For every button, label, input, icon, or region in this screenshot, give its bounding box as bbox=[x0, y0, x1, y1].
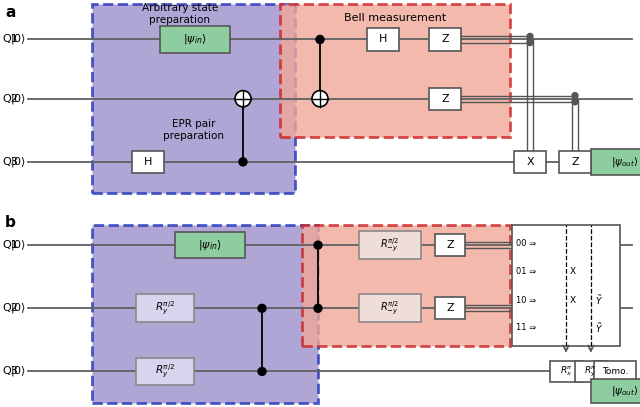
Text: Tomo.: Tomo. bbox=[602, 367, 628, 376]
Text: X: X bbox=[570, 295, 576, 304]
Bar bbox=[512, 225, 620, 346]
Text: Z: Z bbox=[441, 35, 449, 44]
Bar bbox=[136, 358, 194, 385]
Circle shape bbox=[258, 304, 266, 312]
Bar bbox=[575, 361, 607, 382]
Text: Z: Z bbox=[446, 240, 454, 250]
Bar bbox=[175, 232, 245, 258]
Circle shape bbox=[314, 304, 322, 312]
Bar bbox=[359, 231, 421, 259]
Bar bbox=[594, 361, 636, 382]
Text: H: H bbox=[144, 157, 152, 167]
Bar bbox=[92, 4, 295, 193]
Text: $R_{-y}^{\pi/2}$: $R_{-y}^{\pi/2}$ bbox=[380, 236, 399, 254]
Bar bbox=[591, 149, 640, 175]
Circle shape bbox=[235, 91, 251, 107]
Text: Arbitrary state
preparation: Arbitrary state preparation bbox=[142, 3, 218, 25]
Text: $|\psi_{out}\rangle$: $|\psi_{out}\rangle$ bbox=[611, 155, 639, 169]
Circle shape bbox=[572, 99, 578, 105]
Text: EPR pair
preparation: EPR pair preparation bbox=[163, 120, 224, 141]
Text: $R_y^{\pi/2}$: $R_y^{\pi/2}$ bbox=[155, 300, 175, 317]
Text: $\tilde{Y}$: $\tilde{Y}$ bbox=[595, 321, 603, 335]
Text: $R_x^{\pi}$: $R_x^{\pi}$ bbox=[559, 365, 572, 378]
Bar bbox=[514, 151, 546, 173]
Text: 00 ⇒: 00 ⇒ bbox=[516, 239, 536, 248]
Bar bbox=[136, 295, 194, 322]
Text: $|\psi_{in}\rangle$: $|\psi_{in}\rangle$ bbox=[198, 238, 222, 252]
Bar bbox=[591, 379, 640, 403]
Bar bbox=[302, 225, 510, 346]
Circle shape bbox=[316, 35, 324, 44]
Circle shape bbox=[239, 158, 247, 166]
Text: $|\psi_{in}\rangle$: $|\psi_{in}\rangle$ bbox=[183, 33, 207, 46]
Bar bbox=[367, 28, 399, 50]
Bar bbox=[429, 28, 461, 50]
Text: 11 ⇒: 11 ⇒ bbox=[516, 323, 536, 332]
Text: $|0\rangle$: $|0\rangle$ bbox=[10, 301, 26, 315]
Text: X: X bbox=[570, 267, 576, 276]
Text: $|0\rangle$: $|0\rangle$ bbox=[10, 365, 26, 379]
Circle shape bbox=[572, 93, 578, 99]
Circle shape bbox=[312, 91, 328, 107]
Text: $R_{-y}^{\pi/2}$: $R_{-y}^{\pi/2}$ bbox=[380, 300, 399, 317]
Circle shape bbox=[527, 33, 533, 39]
Text: 10 ⇒: 10 ⇒ bbox=[516, 295, 536, 304]
Text: $|0\rangle$: $|0\rangle$ bbox=[10, 238, 26, 252]
Circle shape bbox=[258, 368, 266, 375]
Bar bbox=[92, 225, 318, 403]
Text: Z: Z bbox=[441, 94, 449, 104]
Bar bbox=[160, 26, 230, 53]
Text: X: X bbox=[526, 157, 534, 167]
Text: b: b bbox=[5, 214, 16, 230]
Bar bbox=[559, 151, 591, 173]
Text: Z: Z bbox=[446, 303, 454, 313]
Text: $R_y^{\pi}$: $R_y^{\pi}$ bbox=[584, 364, 597, 379]
Text: Q3: Q3 bbox=[2, 157, 18, 167]
Text: Q2: Q2 bbox=[2, 303, 18, 313]
Text: H: H bbox=[379, 35, 387, 44]
Text: $|\psi_{out}\rangle$: $|\psi_{out}\rangle$ bbox=[611, 384, 639, 398]
Bar bbox=[429, 88, 461, 110]
Bar bbox=[359, 295, 421, 322]
Bar bbox=[435, 234, 465, 256]
Text: Bell measurement: Bell measurement bbox=[344, 13, 446, 23]
Circle shape bbox=[314, 241, 322, 249]
Text: 01 ⇒: 01 ⇒ bbox=[516, 267, 536, 276]
Text: $|0\rangle$: $|0\rangle$ bbox=[10, 92, 26, 106]
Circle shape bbox=[527, 39, 533, 46]
Text: $|0\rangle$: $|0\rangle$ bbox=[10, 33, 26, 46]
Text: Q2: Q2 bbox=[2, 94, 18, 104]
Bar bbox=[550, 361, 582, 382]
Text: Q1: Q1 bbox=[2, 35, 18, 44]
Bar bbox=[435, 298, 465, 319]
Text: Q1: Q1 bbox=[2, 240, 18, 250]
Text: Z: Z bbox=[571, 157, 579, 167]
Text: Q3: Q3 bbox=[2, 366, 18, 376]
Text: $R_y^{\pi/2}$: $R_y^{\pi/2}$ bbox=[155, 363, 175, 380]
Text: $\tilde{Y}$: $\tilde{Y}$ bbox=[595, 293, 603, 307]
Bar bbox=[132, 151, 164, 173]
Text: $|0\rangle$: $|0\rangle$ bbox=[10, 155, 26, 169]
Text: a: a bbox=[5, 5, 15, 20]
Bar bbox=[280, 4, 510, 137]
